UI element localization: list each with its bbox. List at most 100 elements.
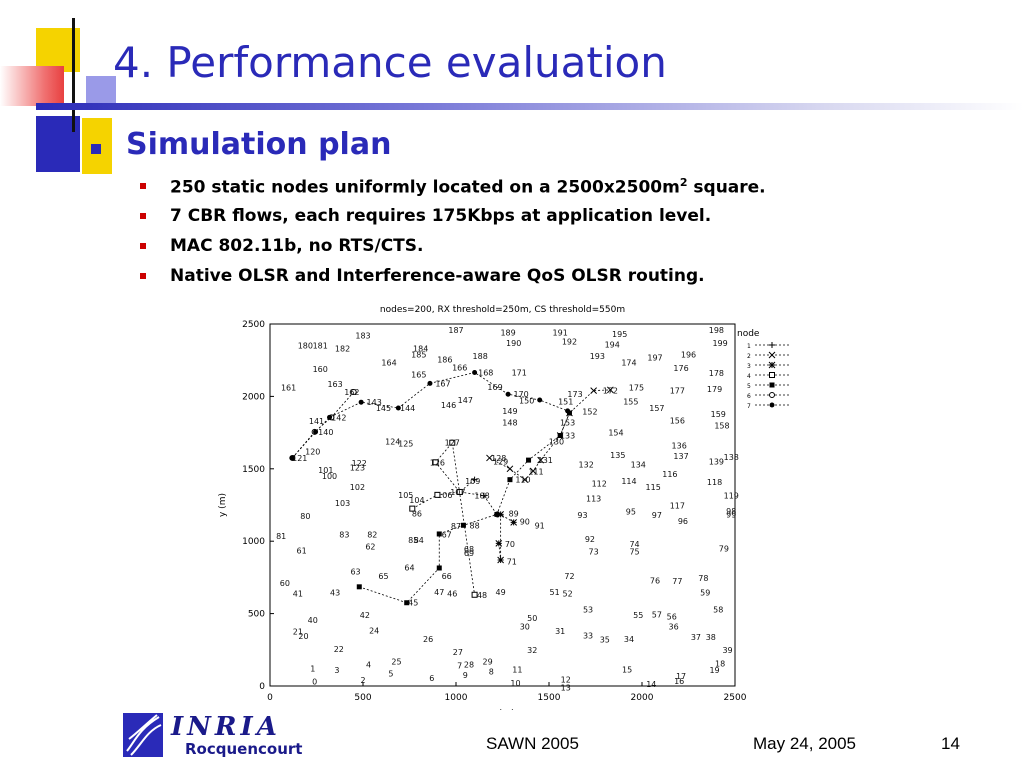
- bullet-text: 250 static nodes uniformly located on a …: [170, 176, 766, 198]
- node-label: 157: [649, 404, 664, 413]
- bullet-square-icon: [140, 183, 146, 189]
- node-label: 194: [605, 340, 620, 349]
- node-label: 165: [411, 371, 426, 380]
- flow-point-plus: [471, 476, 478, 483]
- node-label: 103: [335, 499, 350, 508]
- node-label: 150: [519, 397, 534, 406]
- node-label: 190: [506, 339, 521, 348]
- x-tick-label: 500: [354, 693, 371, 703]
- plot-frame: [269, 323, 736, 687]
- node-label: 197: [647, 353, 662, 362]
- node-label: 63: [350, 568, 360, 577]
- node-label: 26: [423, 635, 433, 644]
- node-label: 155: [623, 397, 638, 406]
- legend-label: 4: [747, 373, 751, 380]
- flow-point-cross: [590, 387, 597, 394]
- flow-point-open-square: [449, 439, 456, 446]
- node-label: 113: [586, 494, 601, 503]
- node-label: 59: [700, 589, 710, 598]
- node-label: 106: [437, 491, 452, 500]
- flow-point-filled-square: [557, 432, 563, 438]
- flow-point-filled-square: [404, 600, 410, 606]
- node-label: 127: [445, 439, 460, 448]
- flow-point-filled-square: [460, 522, 466, 528]
- y-tick-label: 0: [259, 682, 265, 692]
- node-label: 182: [335, 345, 350, 354]
- flow-point-filled-square: [769, 382, 775, 388]
- flow-point-cross: [529, 467, 537, 475]
- flow-route-4: [412, 441, 475, 595]
- node-label: 147: [458, 396, 473, 405]
- node-label: 84: [414, 536, 424, 545]
- logo-emblem: [123, 713, 163, 757]
- inria-logo: INRIA Rocquencourt: [123, 712, 302, 758]
- node-label: 114: [621, 477, 636, 486]
- legend-label: 2: [747, 353, 751, 360]
- node-label: 193: [590, 352, 605, 361]
- flow-route-3: [498, 513, 514, 561]
- node-label: 70: [505, 540, 515, 549]
- bullet-item-2: 7 CBR flows, each requires 175Kbps at ap…: [140, 206, 740, 230]
- node-label: 21: [293, 628, 303, 637]
- node-label: 130: [549, 437, 564, 446]
- node-label: 158: [714, 421, 729, 430]
- x-tick-label: 1000: [445, 693, 468, 703]
- node-label: 41: [293, 589, 303, 598]
- node-label: 20: [298, 632, 308, 641]
- section-title: Simulation plan: [126, 127, 392, 162]
- node-label: 15: [622, 665, 632, 674]
- flow-point-cross: [607, 386, 614, 394]
- bullet-text: Native OLSR and Interference-aware QoS O…: [170, 266, 705, 286]
- node-label: 78: [698, 574, 708, 583]
- x-tick-label: 1500: [538, 693, 561, 703]
- slide-title: 4. Performance evaluation: [113, 38, 667, 87]
- node-label: 29: [483, 657, 493, 666]
- node-label: 49: [496, 588, 506, 597]
- y-tick-label: 1500: [242, 465, 265, 475]
- bullet-square-icon: [140, 213, 146, 219]
- node-label: 137: [673, 452, 688, 461]
- node-label: 14: [646, 680, 656, 689]
- node-label: 153: [560, 418, 575, 427]
- node-label: 4: [366, 660, 371, 669]
- flow-point-filled-circle: [313, 429, 319, 435]
- node-label: 117: [670, 502, 685, 511]
- node-label: 25: [391, 657, 401, 666]
- node-label: 99: [726, 510, 736, 519]
- bullet-text-tail: square.: [687, 177, 766, 198]
- footer-conference: SAWN 2005: [486, 734, 579, 753]
- node-label: 67: [442, 531, 452, 540]
- node-label: 2: [360, 676, 365, 685]
- node-label: 175: [629, 384, 644, 393]
- flow-point-open-square: [409, 505, 416, 512]
- flow-point-open-square: [769, 372, 775, 378]
- node-label: 118: [707, 478, 722, 487]
- node-label: 1: [310, 665, 315, 674]
- legend-title: node: [737, 329, 760, 339]
- logo-main-text: INRIA: [170, 712, 281, 742]
- node-label: 111: [528, 468, 543, 477]
- node-label: 27: [453, 648, 463, 657]
- node-label: 96: [678, 517, 688, 526]
- flow-point-asterisk: [495, 540, 503, 547]
- flow-point-asterisk: [510, 519, 518, 526]
- node-label: 172: [603, 387, 618, 396]
- node-label: 128: [491, 454, 506, 463]
- bullet-text: 7 CBR flows, each requires 175Kbps at ap…: [170, 206, 712, 226]
- node-label: 68: [464, 545, 474, 554]
- node-label: 112: [592, 479, 607, 488]
- node-label: 196: [681, 350, 696, 359]
- node-label: 53: [583, 605, 593, 614]
- node-label: 0: [312, 678, 317, 687]
- flow-point-filled-circle: [472, 370, 478, 376]
- flow-point-open-square: [471, 591, 478, 598]
- node-label: 55: [633, 611, 643, 620]
- node-label: 168: [478, 369, 493, 378]
- node-label: 123: [350, 463, 365, 472]
- flow-point-filled-square: [436, 565, 442, 571]
- node-label: 100: [322, 472, 337, 481]
- node-label: 46: [447, 589, 457, 598]
- node-label: 85: [408, 536, 418, 545]
- node-label: 159: [711, 410, 726, 419]
- logo-emblem-icon: [126, 714, 162, 756]
